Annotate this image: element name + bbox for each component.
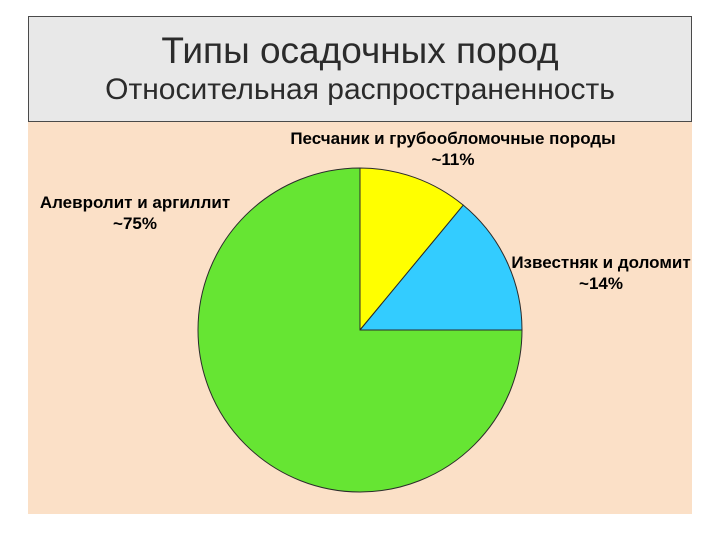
label-siltstone: Алевролит и аргиллит ~75% (28, 192, 242, 235)
label-siltstone-name: Алевролит и аргиллит (28, 192, 242, 213)
label-limestone: Известняк и доломит ~14% (486, 252, 716, 295)
label-limestone-name: Известняк и доломит (486, 252, 716, 273)
label-siltstone-value: ~75% (28, 213, 242, 234)
label-limestone-value: ~14% (486, 273, 716, 294)
label-sandstone-value: ~11% (263, 149, 643, 170)
label-sandstone-name: Песчаник и грубообломочные породы (263, 128, 643, 149)
label-sandstone: Песчаник и грубообломочные породы ~11% (263, 128, 643, 171)
